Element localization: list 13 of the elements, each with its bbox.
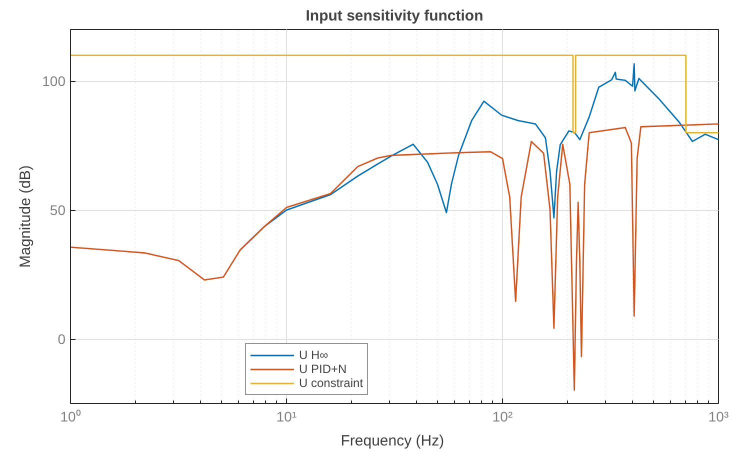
- x-tick-label: 10³: [708, 408, 729, 424]
- chart-title: Input sensitivity function: [306, 8, 484, 24]
- y-axis-title: Magnitude (dB): [17, 165, 34, 268]
- x-tick-label: 10¹: [276, 408, 297, 424]
- y-tick-label: 50: [50, 202, 66, 218]
- legend-label: U H∞: [299, 348, 328, 362]
- x-axis-title: Frequency (Hz): [340, 432, 444, 450]
- y-tick-label: 100: [42, 73, 66, 90]
- x-tick-label: 10²: [492, 408, 513, 424]
- legend-label: U PID+N: [299, 362, 347, 376]
- legend-label: U constraint: [299, 376, 364, 390]
- y-tick-label: 0: [58, 331, 66, 348]
- x-tick-label: 10⁰: [60, 408, 81, 424]
